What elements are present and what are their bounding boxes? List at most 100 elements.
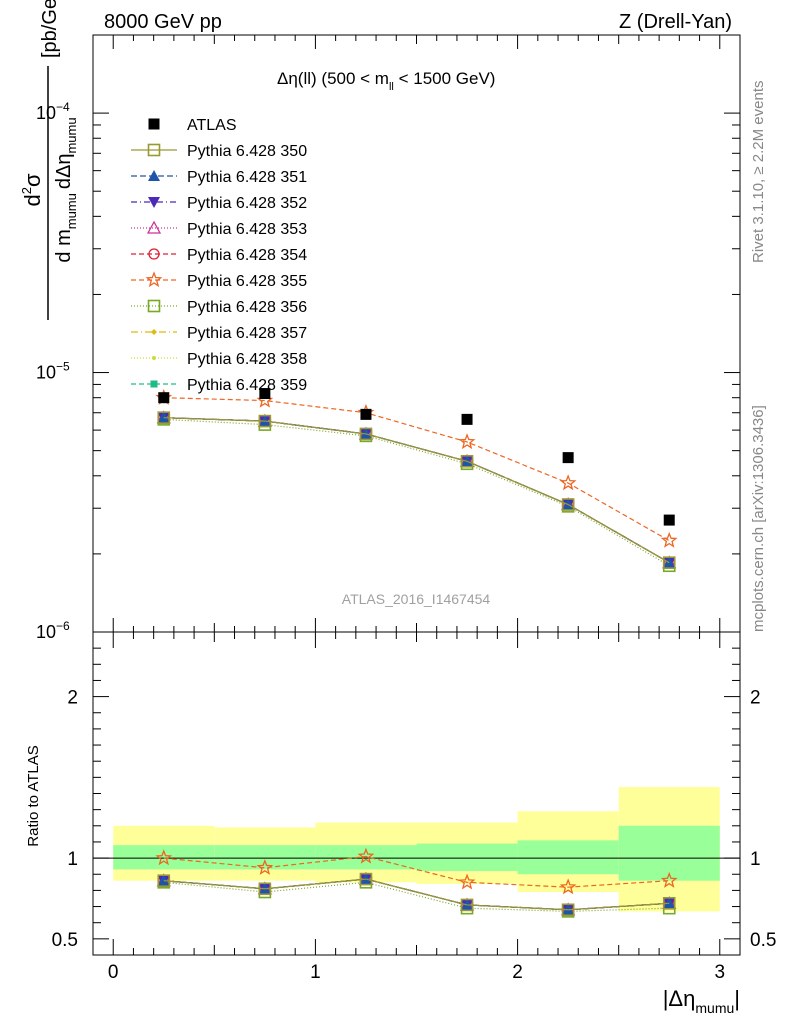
legend-marker <box>151 329 157 335</box>
x-tick-labels: 0 1 2 3 <box>108 962 725 983</box>
legend-marker <box>148 170 160 181</box>
legend-entry: Pythia 6.428 356 <box>131 299 307 316</box>
series-line <box>163 418 670 567</box>
legend-entry: Pythia 6.428 353 <box>131 220 307 238</box>
data-point <box>562 452 574 464</box>
series-pythia-6-428-350 <box>157 411 676 569</box>
ratio-point <box>458 873 476 890</box>
legend-label: Pythia 6.428 353 <box>187 221 307 238</box>
band-inner <box>517 840 619 875</box>
ratio-point <box>663 897 676 909</box>
band-inner <box>618 825 720 881</box>
plot-title: Δη(ll) (500 < mll < 1500 GeV) <box>277 69 495 93</box>
ratio-y-axis-label: Ratio to ATLAS <box>25 745 42 846</box>
data-point <box>157 411 171 424</box>
side-label-mcplots: mcplots.cern.ch [arXiv:1306.3436] <box>750 405 767 632</box>
legend-marker <box>148 118 160 130</box>
data-point <box>461 413 473 425</box>
series-pythia-6-428-351 <box>157 411 676 568</box>
legend-entry: ATLAS <box>148 117 237 134</box>
series-pythia-6-428-353 <box>156 410 677 569</box>
series-line <box>163 417 670 564</box>
series-atlas <box>158 388 675 526</box>
series-pythia-6-428-356 <box>157 413 676 573</box>
x-tick-label: 2 <box>512 962 523 983</box>
data-point <box>158 392 170 404</box>
legend-label: Pythia 6.428 357 <box>187 325 307 342</box>
ratio-series-pythia-6-428-350 <box>157 872 676 917</box>
ratio-point <box>357 847 375 864</box>
legend-label: Pythia 6.428 356 <box>187 299 307 316</box>
svg-text:[pb/GeV]: [pb/GeV] <box>39 0 61 58</box>
legend-marker <box>148 197 160 208</box>
data-point <box>258 414 272 428</box>
ratio-line <box>163 881 670 912</box>
legend-marker <box>148 248 160 260</box>
series-line <box>163 417 670 564</box>
band-inner <box>416 843 518 872</box>
legend-entry: Pythia 6.428 350 <box>131 143 307 160</box>
ratio-uncertainty-bands <box>113 787 720 912</box>
band-inner <box>214 845 316 870</box>
ratio-line <box>163 855 670 888</box>
data-point <box>662 556 676 569</box>
main-y-tick-labels: 10−6 10−5 10−4 <box>36 100 70 642</box>
data-point <box>157 411 170 423</box>
ratio-point <box>460 898 474 912</box>
legend-label: Pythia 6.428 351 <box>187 169 307 186</box>
analysis-id: ATLAS_2016_I1467454 <box>342 591 491 607</box>
series-line <box>163 417 670 564</box>
svg-text:d2σ: d2σ <box>19 173 45 206</box>
data-point <box>458 433 476 450</box>
series-pythia-6-428-357 <box>160 414 673 566</box>
legend-entry: Pythia 6.428 355 <box>131 271 307 290</box>
legend-entry: Pythia 6.428 359 <box>131 377 307 394</box>
data-point <box>360 408 372 420</box>
legend-entry: Pythia 6.428 351 <box>131 169 307 186</box>
ratio-point <box>561 903 575 917</box>
ratio-point <box>155 849 173 866</box>
data-point <box>460 454 474 468</box>
ratio-point <box>157 874 170 886</box>
series-line <box>163 417 670 564</box>
y-tick-label: 10−6 <box>36 619 70 642</box>
y-tick-label: 10−5 <box>36 360 70 383</box>
ratio-series-pythia-6-428-355 <box>155 847 678 895</box>
main-series-layer <box>155 388 678 573</box>
legend: ATLAS Pythia 6.428 350 Pythia 6.428 351 Pyt… <box>131 117 307 394</box>
legend-marker <box>150 380 158 388</box>
legend-label: Pythia 6.428 354 <box>187 247 307 264</box>
band-inner <box>113 845 215 870</box>
ratio-point <box>660 871 678 888</box>
legend-label: Pythia 6.428 359 <box>187 377 307 394</box>
legend-label: Pythia 6.428 350 <box>187 143 307 160</box>
legend-entry: Pythia 6.428 354 <box>131 247 307 264</box>
svg-text:d mmumudΔηmumu: d mmumudΔηmumu <box>53 117 79 262</box>
legend-label: ATLAS <box>187 117 237 134</box>
ratio-series-layer <box>155 847 678 918</box>
legend-label: Pythia 6.428 352 <box>187 195 307 212</box>
legend-entry: Pythia 6.428 357 <box>131 325 307 342</box>
legend-marker <box>147 299 161 313</box>
x-tick-label: 0 <box>108 962 119 983</box>
legend-marker <box>146 220 162 234</box>
legend-label: Pythia 6.428 358 <box>187 351 307 368</box>
x-tick-label: 3 <box>714 962 725 983</box>
data-point <box>559 474 577 491</box>
series-line <box>163 417 670 564</box>
legend-marker <box>147 143 161 157</box>
ratio-point <box>662 897 676 910</box>
legend-marker <box>152 356 156 360</box>
ratio-frame <box>92 631 741 956</box>
x-tick-label: 1 <box>310 962 321 983</box>
legend-entry: Pythia 6.428 358 <box>131 351 307 368</box>
ratio-point <box>157 874 171 888</box>
series-line <box>163 417 670 564</box>
legend-marker <box>145 271 163 288</box>
ratio-line <box>163 878 670 911</box>
data-point <box>359 427 373 441</box>
series-line <box>163 417 670 564</box>
data-point <box>663 514 675 526</box>
series-pythia-6-428-359 <box>160 414 673 567</box>
